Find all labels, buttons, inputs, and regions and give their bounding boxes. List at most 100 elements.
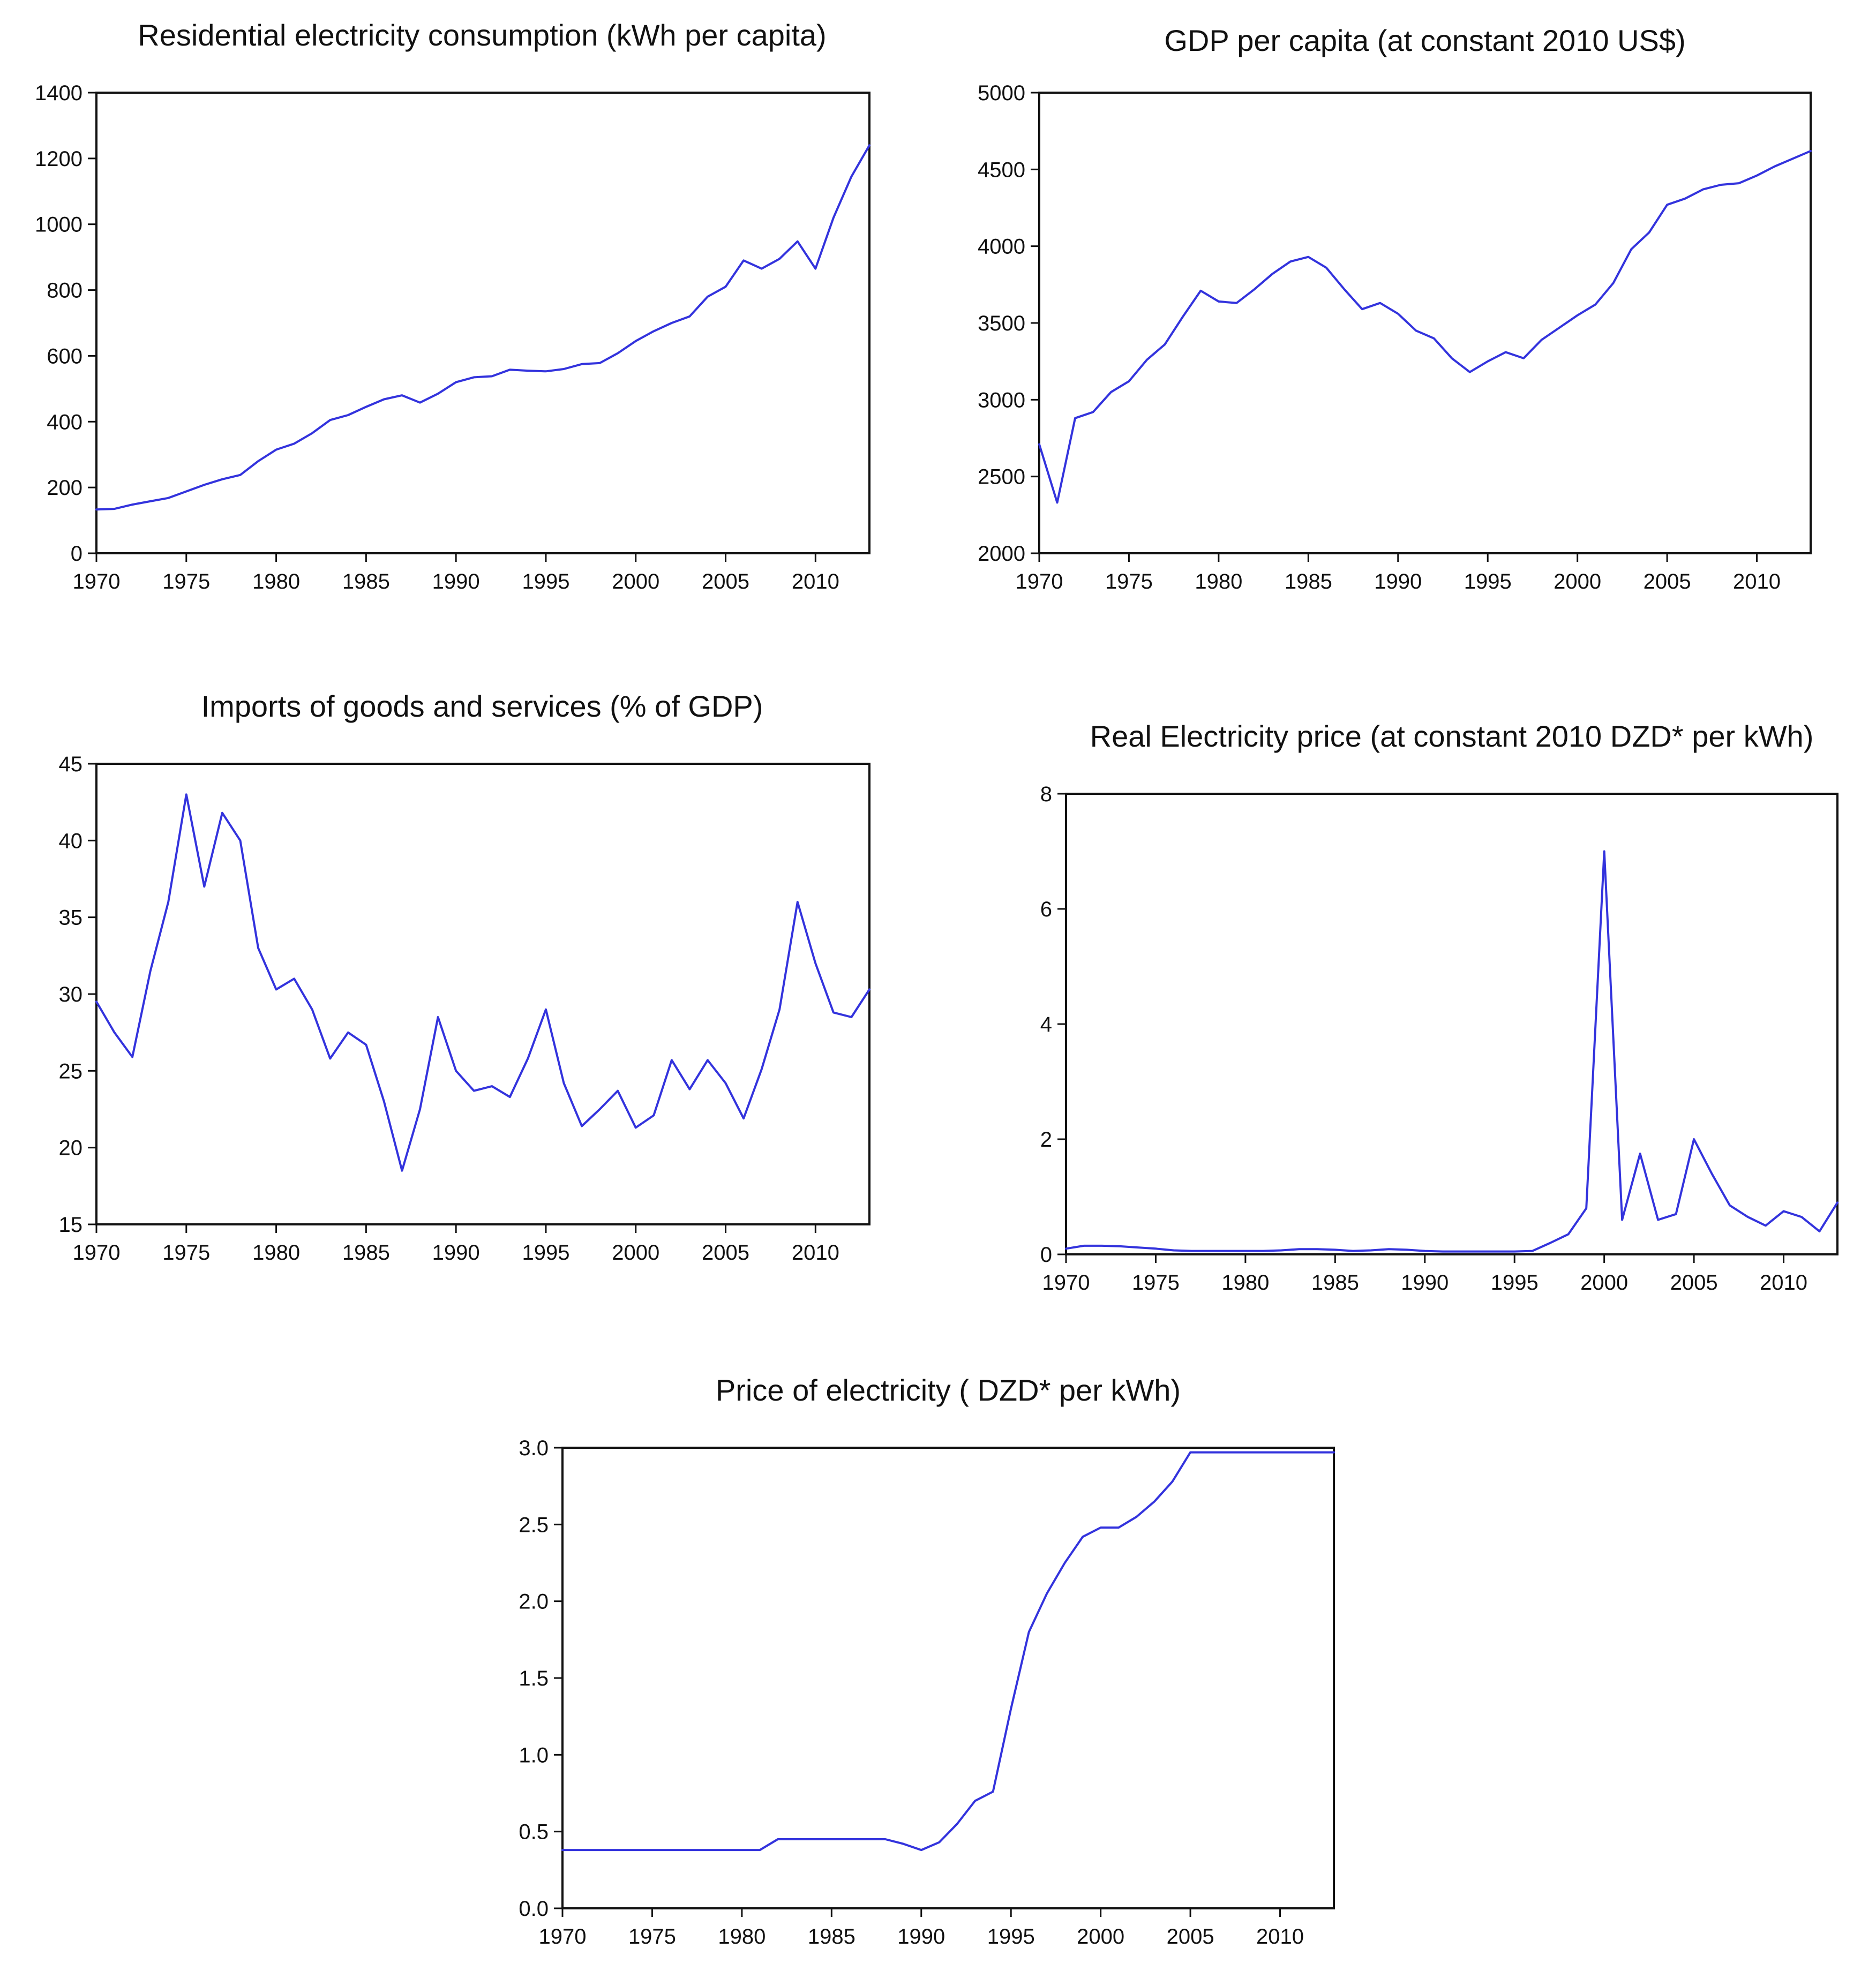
x-tick-label: 2005 <box>702 1241 749 1265</box>
y-tick-label: 20 <box>59 1137 83 1160</box>
chart-title: Price of electricity ( DZD* per kWh) <box>716 1373 1181 1407</box>
y-tick-label: 4500 <box>978 158 1025 182</box>
x-tick-label: 2010 <box>1256 1925 1304 1949</box>
y-tick-label: 6 <box>1040 898 1052 921</box>
x-tick-label: 1995 <box>1491 1271 1539 1295</box>
x-tick-label: 1995 <box>522 570 569 593</box>
x-tick-label: 2000 <box>1554 570 1601 593</box>
x-tick-label: 2005 <box>1670 1271 1718 1295</box>
x-tick-label: 2000 <box>1077 1925 1124 1949</box>
x-tick-label: 1985 <box>808 1925 856 1949</box>
x-tick-label: 1970 <box>73 1241 121 1265</box>
y-tick-label: 45 <box>59 753 83 776</box>
x-tick-label: 1975 <box>162 570 210 593</box>
chart-imports-share: Imports of goods and services (% of GDP)… <box>59 689 871 1265</box>
y-tick-label: 4 <box>1040 1013 1052 1036</box>
x-tick-label: 1990 <box>1401 1271 1449 1295</box>
x-tick-label: 1980 <box>1221 1271 1269 1295</box>
chart-residential-consumption: Residential electricity consumption (kWh… <box>35 18 871 593</box>
x-tick-label: 1975 <box>162 1241 210 1265</box>
y-tick-label: 0.0 <box>519 1897 549 1921</box>
y-tick-label: 5000 <box>978 81 1025 105</box>
chart-gdp-per-capita: GDP per capita (at constant 2010 US$) 200… <box>978 24 1812 593</box>
series-line <box>561 1451 1335 1852</box>
y-tick-label: 3.0 <box>519 1436 549 1460</box>
series-line <box>1065 850 1839 1253</box>
y-tick-label: 2000 <box>978 542 1025 566</box>
y-tick-label: 3000 <box>978 388 1025 412</box>
plot-frame <box>1038 92 1812 554</box>
y-tick-label: 2 <box>1040 1128 1052 1152</box>
x-tick-label: 1990 <box>1374 570 1422 593</box>
x-tick-label: 1990 <box>897 1925 945 1949</box>
y-tick-label: 1400 <box>35 81 82 105</box>
chart-title: Imports of goods and services (% of GDP) <box>201 689 763 723</box>
x-tick-label: 2000 <box>612 570 659 593</box>
x-tick-label: 1990 <box>432 1241 480 1265</box>
x-tick-label: 2005 <box>1644 570 1691 593</box>
x-tick-label: 1970 <box>1042 1271 1090 1295</box>
x-tick-label: 1975 <box>1105 570 1153 593</box>
y-tick-label: 15 <box>59 1213 83 1237</box>
x-tick-label: 1980 <box>718 1925 766 1949</box>
x-tick-label: 1970 <box>73 570 121 593</box>
y-tick-label: 30 <box>59 983 83 1006</box>
y-tick-label: 400 <box>47 410 82 434</box>
x-tick-label: 2005 <box>1167 1925 1214 1949</box>
y-tick-label: 1000 <box>35 213 82 237</box>
x-tick-label: 1985 <box>342 570 390 593</box>
y-tick-label: 0 <box>71 542 82 566</box>
plot-frame <box>1065 793 1839 1255</box>
x-tick-label: 2010 <box>1733 570 1781 593</box>
chart-real-electricity-price: Real Electricity price (at constant 2010… <box>1040 719 1839 1295</box>
series-line <box>95 144 871 511</box>
y-tick-label: 1.0 <box>519 1743 549 1767</box>
x-tick-label: 2010 <box>1760 1271 1807 1295</box>
y-tick-label: 2500 <box>978 465 1025 489</box>
x-tick-label: 1995 <box>1464 570 1512 593</box>
y-tick-label: 1200 <box>35 147 82 171</box>
x-tick-label: 2005 <box>702 570 749 593</box>
y-tick-label: 600 <box>47 344 82 368</box>
x-tick-label: 1995 <box>522 1241 569 1265</box>
y-tick-label: 25 <box>59 1059 83 1083</box>
series-line <box>95 793 871 1172</box>
series-line <box>1038 149 1812 504</box>
y-tick-label: 40 <box>59 829 83 853</box>
plot-frame <box>95 763 871 1225</box>
y-tick-label: 3500 <box>978 312 1025 335</box>
y-tick-label: 8 <box>1040 783 1052 806</box>
x-tick-label: 1970 <box>1016 570 1063 593</box>
chart-title: GDP per capita (at constant 2010 US$) <box>1164 24 1685 57</box>
chart-title: Residential electricity consumption (kWh… <box>138 18 826 52</box>
x-tick-label: 1985 <box>1285 570 1332 593</box>
x-tick-label: 1985 <box>342 1241 390 1265</box>
x-tick-label: 1980 <box>252 1241 300 1265</box>
chart-price-of-electricity: Price of electricity ( DZD* per kWh) 0.0 0… <box>519 1373 1335 1949</box>
x-tick-label: 2000 <box>1580 1271 1628 1295</box>
x-tick-label: 1980 <box>1195 570 1242 593</box>
y-tick-label: 0.5 <box>519 1820 549 1844</box>
x-tick-label: 2010 <box>792 570 839 593</box>
x-tick-label: 1975 <box>1132 1271 1180 1295</box>
y-tick-label: 4000 <box>978 235 1025 259</box>
y-tick-label: 35 <box>59 906 83 930</box>
x-tick-label: 2000 <box>612 1241 659 1265</box>
x-tick-label: 1980 <box>252 570 300 593</box>
x-tick-label: 1985 <box>1311 1271 1359 1295</box>
y-tick-label: 800 <box>47 279 82 303</box>
chart-title: Real Electricity price (at constant 2010… <box>1090 719 1814 753</box>
x-tick-label: 1990 <box>432 570 480 593</box>
x-tick-label: 1995 <box>987 1925 1035 1949</box>
plot-frame <box>95 92 871 554</box>
plot-frame <box>561 1447 1335 1909</box>
y-tick-label: 1.5 <box>519 1667 549 1690</box>
x-tick-label: 1975 <box>628 1925 676 1949</box>
y-tick-label: 0 <box>1040 1243 1052 1267</box>
y-tick-label: 2.5 <box>519 1513 549 1537</box>
x-tick-label: 2010 <box>792 1241 839 1265</box>
y-tick-label: 200 <box>47 476 82 500</box>
y-tick-label: 2.0 <box>519 1590 549 1614</box>
x-tick-label: 1970 <box>539 1925 587 1949</box>
